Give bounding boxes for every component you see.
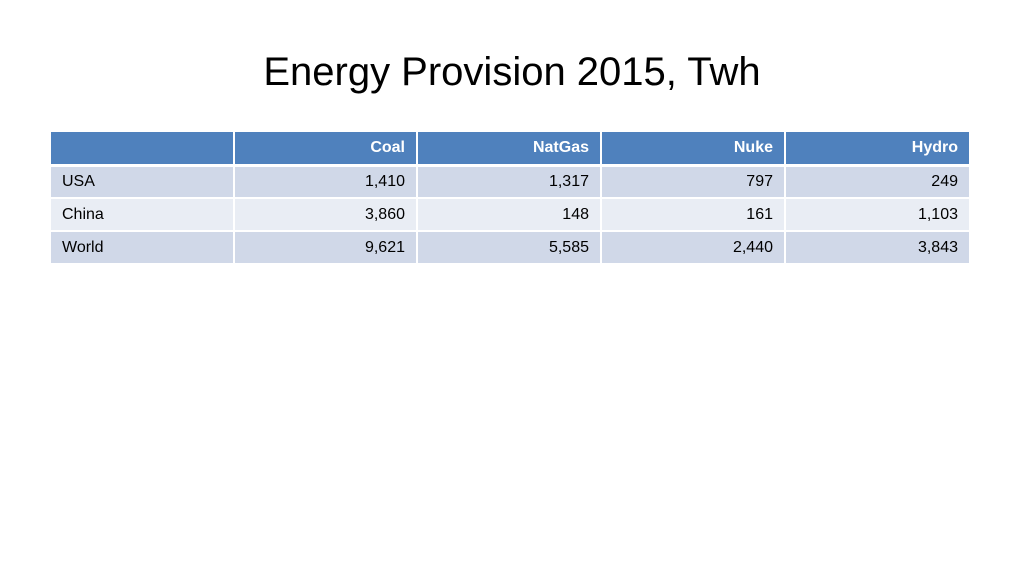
header-cell-coal: Coal (234, 132, 418, 167)
row-label-china: China (51, 198, 235, 232)
header-cell-empty (51, 132, 235, 167)
row-label-world: World (51, 231, 235, 265)
cell-china-nuke: 161 (601, 198, 786, 232)
cell-world-nuke: 2,440 (601, 231, 786, 265)
cell-world-natgas: 5,585 (417, 231, 602, 265)
cell-usa-natgas: 1,317 (417, 165, 602, 199)
cell-usa-nuke: 797 (601, 165, 786, 199)
row-label-usa: USA (51, 165, 235, 199)
table-row: China 3,860 148 161 1,103 (51, 198, 969, 232)
cell-world-hydro: 3,843 (785, 231, 969, 265)
table-header-row: Coal NatGas Nuke Hydro (51, 132, 969, 167)
cell-usa-coal: 1,410 (234, 165, 418, 199)
table-row: World 9,621 5,585 2,440 3,843 (51, 231, 969, 265)
header-cell-natgas: NatGas (417, 132, 602, 167)
cell-china-natgas: 148 (417, 198, 602, 232)
slide-title: Energy Provision 2015, Twh (263, 50, 761, 94)
table-row: USA 1,410 1,317 797 249 (51, 165, 969, 199)
cell-china-coal: 3,860 (234, 198, 418, 232)
cell-china-hydro: 1,103 (785, 198, 969, 232)
header-cell-hydro: Hydro (785, 132, 969, 167)
header-cell-nuke: Nuke (601, 132, 786, 167)
cell-usa-hydro: 249 (785, 165, 969, 199)
energy-table: Coal NatGas Nuke Hydro USA 1,410 1,317 7… (51, 132, 969, 265)
cell-world-coal: 9,621 (234, 231, 418, 265)
